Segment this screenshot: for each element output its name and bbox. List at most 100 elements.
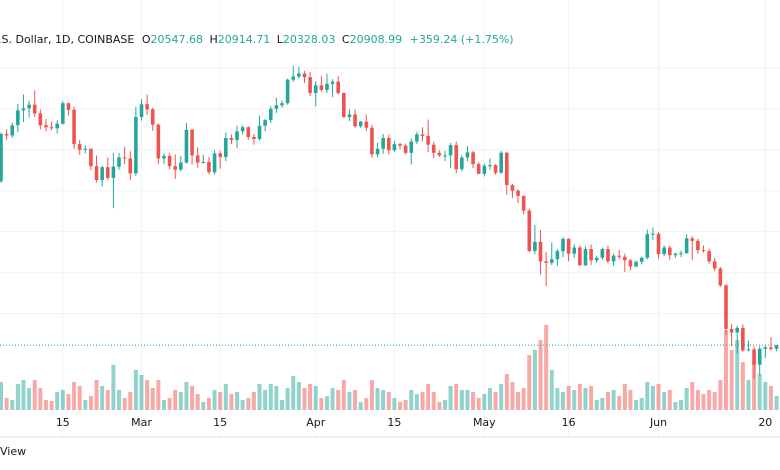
candle-body [623, 256, 627, 261]
volume-bar [628, 390, 633, 410]
candle-body [448, 145, 453, 156]
volume-bar [600, 398, 605, 410]
volume-bar [195, 394, 200, 410]
candle-body [55, 123, 59, 129]
volume-bar [386, 392, 391, 410]
volume-bar [156, 380, 161, 410]
candle-body [718, 268, 723, 286]
volume-bar [4, 398, 9, 410]
candle-body [420, 134, 425, 136]
candle-body [27, 104, 31, 109]
volume-bar [414, 394, 419, 410]
candle-body [510, 185, 515, 191]
candle-body [246, 127, 251, 137]
volume-bar [128, 392, 133, 410]
volume-bar [100, 386, 105, 410]
candle-body [122, 157, 127, 159]
volume-bar [487, 388, 492, 410]
volume-bar [60, 390, 65, 410]
candle-body [117, 157, 121, 167]
candle-body [566, 238, 571, 254]
candle-body [66, 103, 71, 110]
volume-bar [21, 380, 26, 410]
candle-body [4, 133, 9, 136]
volume-bar [280, 400, 284, 410]
volume-bar [431, 392, 436, 410]
volume-bar [493, 392, 498, 410]
volume-bar [448, 386, 453, 410]
candle-body [499, 152, 503, 173]
volume-bar [516, 392, 521, 410]
candle-body [398, 144, 402, 146]
candle-body [639, 257, 644, 262]
volume-bar [381, 390, 386, 410]
volume-bar [555, 388, 560, 410]
candle-body [707, 251, 711, 262]
volume-bar [471, 392, 476, 410]
volume-bar [105, 390, 110, 410]
symbol: .S. Dollar, 1D, COINBASE [0, 33, 134, 46]
volume-bar [201, 402, 206, 410]
candle-body [443, 155, 447, 157]
volume-bar [190, 386, 195, 410]
volume-bar [150, 388, 155, 410]
candle-body [656, 233, 661, 255]
volume-bar [330, 388, 335, 410]
candle-body [600, 249, 605, 258]
candle-body [100, 167, 104, 180]
volume-bar [442, 400, 447, 410]
candle-body [285, 79, 290, 104]
volume-bar [690, 382, 695, 410]
volume-bar [32, 380, 37, 410]
volume-bar [72, 382, 77, 410]
candle-body [370, 127, 374, 155]
candle-body [583, 249, 588, 266]
candle-body [392, 144, 397, 151]
candle-body [252, 136, 256, 140]
candle-body [712, 261, 717, 269]
candle-body [493, 165, 498, 173]
candle-body [94, 166, 99, 180]
candle-body [179, 162, 183, 170]
candle-body [61, 103, 65, 124]
volume-bar [549, 370, 554, 410]
volume-bar [504, 374, 509, 410]
x-tick-label: Mar [131, 416, 152, 429]
candle-body [16, 110, 20, 126]
x-tick-label: 15 [387, 416, 401, 429]
volume-bar [617, 396, 622, 410]
candle-body [201, 162, 206, 164]
grid [0, 0, 780, 437]
volume-bar [572, 390, 577, 410]
candle-body [505, 152, 509, 186]
volume-bar [375, 388, 380, 410]
volume-bar [10, 400, 15, 410]
volume-bar [184, 382, 189, 410]
x-tick-label: 15 [56, 416, 70, 429]
volume-bar [291, 376, 296, 410]
volume-bar [392, 398, 397, 410]
volume-bar [476, 398, 481, 410]
volume-bar [268, 384, 273, 410]
candle-body [274, 105, 279, 109]
candle-body [521, 195, 526, 211]
x-tick-label: Apr [306, 416, 326, 429]
legend-header: .S. Dollar, 1D, COINBASE O20547.68 H2091… [0, 33, 514, 46]
volume-bar [336, 390, 341, 410]
volume-bar [673, 402, 678, 410]
volume-bar [594, 400, 599, 410]
volume-bar [510, 382, 515, 410]
volume-bar [420, 392, 425, 410]
candle-body [297, 73, 301, 77]
candle-body [72, 109, 76, 145]
candle-body [606, 249, 610, 262]
volume-bar [218, 392, 223, 410]
volume-bar [117, 390, 122, 410]
volume-bar [274, 386, 279, 410]
volume-bar [746, 380, 751, 410]
candle-body [89, 148, 93, 167]
volume-bar [319, 398, 324, 410]
volume-bar [83, 400, 88, 410]
candle-body [139, 104, 144, 118]
